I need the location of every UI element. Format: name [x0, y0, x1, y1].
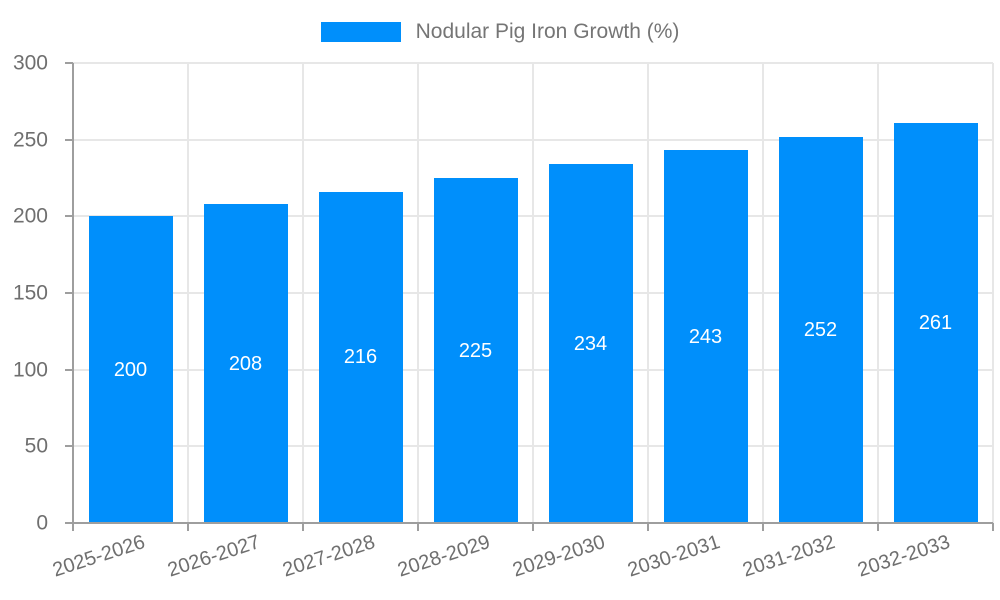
y-axis-tick-label: 200	[12, 204, 48, 228]
legend-label: Nodular Pig Iron Growth (%)	[415, 20, 680, 43]
y-axis-tick	[65, 522, 73, 524]
bar-value-label: 200	[113, 358, 148, 381]
x-axis-tick	[302, 523, 304, 531]
gridline-vertical	[187, 63, 189, 523]
y-axis-tick-label: 150	[12, 281, 48, 305]
bar-value-label: 261	[918, 311, 953, 334]
bar-2029-2030[interactable]: 234	[548, 164, 633, 523]
x-axis-tick	[877, 523, 879, 531]
y-axis-tick	[65, 445, 73, 448]
y-axis-tick-label: 50	[24, 434, 48, 458]
bar-2026-2027[interactable]: 208	[203, 204, 288, 523]
gridline-vertical	[647, 63, 649, 523]
y-axis-tick	[65, 62, 73, 64]
gridline-vertical	[877, 63, 879, 523]
gridline-vertical	[302, 63, 304, 523]
x-axis-tick	[647, 523, 649, 531]
bar-value-label: 216	[343, 346, 378, 369]
y-axis-tick-label: 100	[12, 358, 48, 382]
y-axis-tick-label: 300	[12, 51, 48, 75]
bar-value-label: 252	[803, 318, 838, 341]
bar-2027-2028[interactable]: 216	[318, 191, 403, 523]
legend[interactable]: Nodular Pig Iron Growth (%)	[0, 21, 1000, 42]
y-axis-tick	[65, 138, 73, 141]
y-axis-tick	[65, 292, 73, 294]
plot-area: 0 50 100 150 200 250 300 200 208 216 225 234 243 252 2…	[13, 53, 994, 581]
x-axis-tick	[417, 523, 419, 531]
bar-2031-2032[interactable]: 252	[778, 136, 863, 523]
x-axis-tick	[532, 523, 534, 531]
x-axis-tick	[187, 523, 189, 531]
gridline-vertical	[417, 63, 419, 523]
bar-value-label: 208	[228, 352, 263, 375]
y-axis-tick-label: 250	[12, 128, 48, 152]
y-axis-line	[72, 63, 74, 531]
gridline-vertical	[992, 63, 994, 523]
bar-2025-2026[interactable]: 200	[88, 216, 173, 523]
legend-swatch-icon	[320, 21, 401, 42]
x-axis-tick	[762, 523, 764, 531]
gridline-vertical	[532, 63, 534, 523]
bar-value-label: 243	[688, 325, 723, 348]
bar-2030-2031[interactable]: 243	[663, 150, 748, 523]
bar-2032-2033[interactable]: 261	[893, 122, 978, 523]
bar-2028-2029[interactable]: 225	[433, 178, 518, 523]
bar-value-label: 225	[458, 339, 493, 362]
x-axis-tick	[992, 523, 994, 531]
gridline-vertical	[762, 63, 764, 523]
y-axis-tick-label: 0	[36, 511, 48, 535]
bar-value-label: 234	[573, 332, 608, 355]
y-axis-tick	[65, 215, 73, 218]
y-axis-tick	[65, 368, 73, 371]
